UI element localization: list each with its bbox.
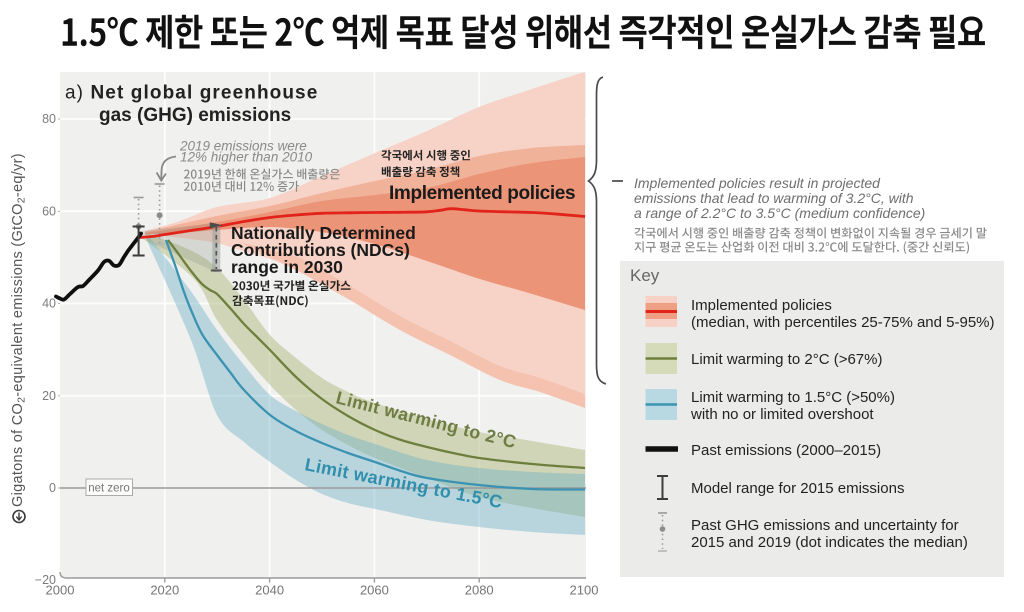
svg-text:60: 60 bbox=[42, 204, 56, 218]
svg-text:Implemented policies: Implemented policies bbox=[389, 183, 575, 204]
svg-text:2019 emissions were: 2019 emissions were bbox=[179, 139, 307, 154]
svg-text:Contributions (NDCs): Contributions (NDCs) bbox=[231, 240, 410, 260]
svg-text:a) Net global greenhouse: a) Net global greenhouse bbox=[65, 83, 318, 104]
svg-text:emissions that lead to warming: emissions that lead to warming of 3.2°C,… bbox=[634, 190, 914, 206]
svg-text:2020: 2020 bbox=[150, 583, 179, 598]
svg-text:2100: 2100 bbox=[570, 583, 599, 598]
svg-text:12% higher than 2010: 12% higher than 2010 bbox=[180, 150, 313, 165]
svg-text:20: 20 bbox=[42, 389, 56, 403]
svg-text:2000: 2000 bbox=[46, 583, 75, 598]
svg-text:−20: −20 bbox=[35, 573, 56, 587]
svg-text:80: 80 bbox=[42, 112, 56, 126]
svg-text:40: 40 bbox=[42, 297, 56, 311]
svg-text:range in 2030: range in 2030 bbox=[231, 257, 343, 277]
svg-text:Nationally Determined: Nationally Determined bbox=[231, 223, 416, 243]
svg-text:net zero: net zero bbox=[88, 483, 130, 495]
svg-text:Implemented policies result in: Implemented policies result in projected bbox=[634, 175, 881, 191]
svg-text:2040: 2040 bbox=[255, 583, 284, 598]
svg-text:gas (GHG) emissions: gas (GHG) emissions bbox=[99, 105, 291, 126]
svg-text:0: 0 bbox=[49, 481, 56, 495]
svg-text:Gigatons of CO2-equivalent emi: Gigatons of CO2-equivalent emissions (Gt… bbox=[10, 153, 28, 507]
svg-text:a range of 2.2°C to 3.5°C (med: a range of 2.2°C to 3.5°C (medium confid… bbox=[634, 205, 925, 221]
svg-text:2060: 2060 bbox=[360, 583, 389, 598]
svg-text:2080: 2080 bbox=[465, 583, 494, 598]
